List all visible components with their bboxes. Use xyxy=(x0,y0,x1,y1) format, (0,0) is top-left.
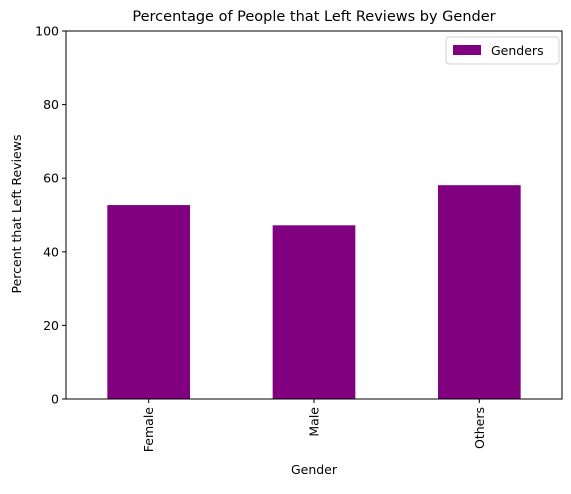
y-tick-label: 40 xyxy=(43,244,59,259)
bar-male xyxy=(272,225,356,399)
bar-others xyxy=(438,185,521,399)
x-axis-label: Gender xyxy=(291,462,338,477)
x-tick-label-others: Others xyxy=(472,407,487,449)
y-tick-label: 0 xyxy=(51,392,59,407)
x-tick-label-female: Female xyxy=(141,407,156,453)
y-axis-label: Percent that Left Reviews xyxy=(9,135,24,294)
x-axis: Female Male Others xyxy=(141,399,487,452)
chart-title: Percentage of People that Left Reviews b… xyxy=(132,9,495,25)
legend-swatch xyxy=(453,45,481,55)
y-axis: 0 20 40 60 80 100 xyxy=(35,24,66,407)
x-tick-label-male: Male xyxy=(307,407,322,437)
bars-group xyxy=(107,185,521,399)
y-tick-label: 20 xyxy=(43,318,59,333)
legend-box xyxy=(445,36,560,65)
y-tick-label: 100 xyxy=(35,24,59,39)
bar-female xyxy=(107,205,190,399)
legend-label: Genders xyxy=(491,43,544,58)
y-tick-label: 80 xyxy=(43,97,59,112)
plot-frame xyxy=(65,30,563,400)
legend: Genders xyxy=(445,36,560,65)
y-tick-label: 60 xyxy=(43,171,59,186)
